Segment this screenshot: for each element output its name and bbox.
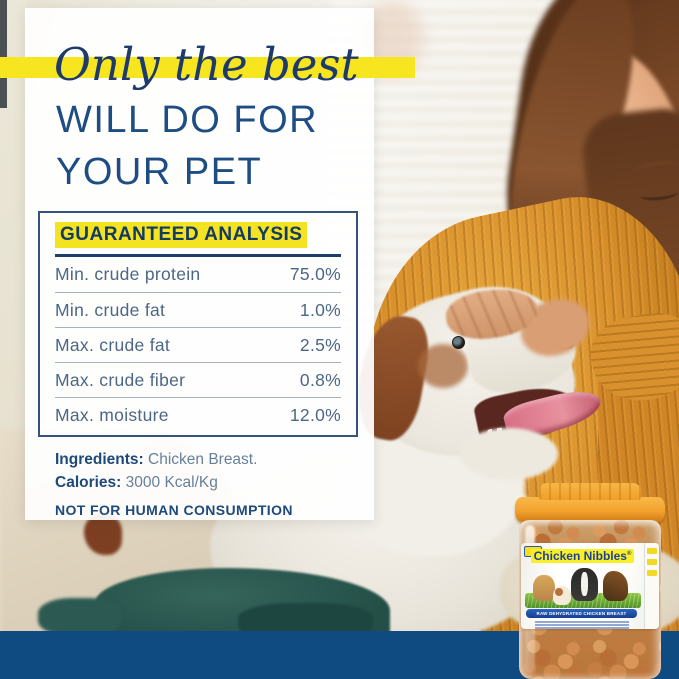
headline-caps: WILL DO FOR YOUR PET: [56, 94, 318, 198]
dog-eye-patch: [418, 344, 468, 388]
woman-sweater-collar: [585, 306, 679, 409]
table-row: Max. crude fiber 0.8%: [55, 362, 341, 397]
jar-lid-cap: [539, 483, 641, 500]
row-value: 0.8%: [299, 369, 341, 390]
registered-mark: ®: [626, 551, 632, 557]
label-dog-golden: [533, 575, 555, 601]
label-dogs-illustration: [525, 568, 641, 608]
calories-line: Calories: 3000 Kcal/Kg: [55, 471, 293, 494]
dog-eye: [452, 336, 465, 349]
teal-blanket-edge: [38, 598, 122, 636]
table-divider: [55, 254, 341, 257]
dog-jaw: [460, 428, 558, 480]
row-value: 1.0%: [299, 299, 341, 320]
label-dog-shepherd: [603, 571, 628, 601]
label-banner: RAW DEHYDRATED CHICKEN BREAST: [526, 609, 637, 618]
row-label: Max. moisture: [55, 404, 169, 425]
row-label: Min. crude fat: [55, 299, 166, 320]
calories-value: 3000 Kcal/Kg: [121, 474, 218, 491]
label-dog-blackwhite: [571, 568, 598, 601]
ingredients-block: Ingredients: Chicken Breast. Calories: 3…: [55, 448, 293, 522]
label-side-panel: [644, 543, 659, 629]
jar-lid-flange: [515, 497, 665, 522]
row-value: 12.0%: [289, 404, 341, 425]
headline-line-1: WILL DO FOR: [56, 99, 319, 141]
ingredients-value: Chicken Breast.: [143, 451, 258, 468]
table-row: Min. crude fat 1.0%: [55, 292, 341, 327]
headline-highlight-stripe: [0, 57, 415, 78]
guaranteed-analysis-table: GUARANTEED ANALYSIS Min. crude protein 7…: [38, 211, 358, 437]
ingredients-line: Ingredients: Chicken Breast.: [55, 448, 293, 471]
row-value: 75.0%: [289, 264, 341, 284]
consumption-warning: NOT FOR HUMAN CONSUMPTION: [55, 502, 293, 518]
row-value: 2.5%: [299, 334, 341, 355]
product-label: Chicken Nibbles® RAW DEHYDRATED CHICKEN …: [521, 543, 659, 629]
headline-script: Only the best: [54, 38, 359, 91]
photo-edge-frame: [0, 0, 7, 108]
product-jar: Chicken Nibbles® RAW DEHYDRATED CHICKEN …: [505, 483, 675, 679]
calories-label: Calories:: [55, 474, 122, 491]
row-label: Max. crude fat: [55, 334, 171, 355]
table-row: Max. moisture 12.0%: [55, 397, 341, 432]
guaranteed-analysis-title: GUARANTEED ANALYSIS: [55, 222, 308, 248]
ingredients-label: Ingredients:: [55, 451, 144, 468]
info-card: Only the best WILL DO FOR YOUR PET GUARA…: [0, 8, 415, 522]
dog-tail-patch: [84, 513, 122, 555]
product-brand-name: Chicken Nibbles®: [521, 549, 644, 563]
row-label: Max. crude fiber: [55, 369, 186, 390]
table-row: Max. crude fat 2.5%: [55, 327, 341, 362]
table-row: Min. crude protein 75.0%: [55, 257, 341, 292]
headline-line-2: YOUR PET: [56, 151, 263, 193]
label-dog-puppy: [553, 586, 571, 605]
row-label: Min. crude protein: [55, 264, 201, 284]
label-fineprint: [529, 621, 635, 629]
